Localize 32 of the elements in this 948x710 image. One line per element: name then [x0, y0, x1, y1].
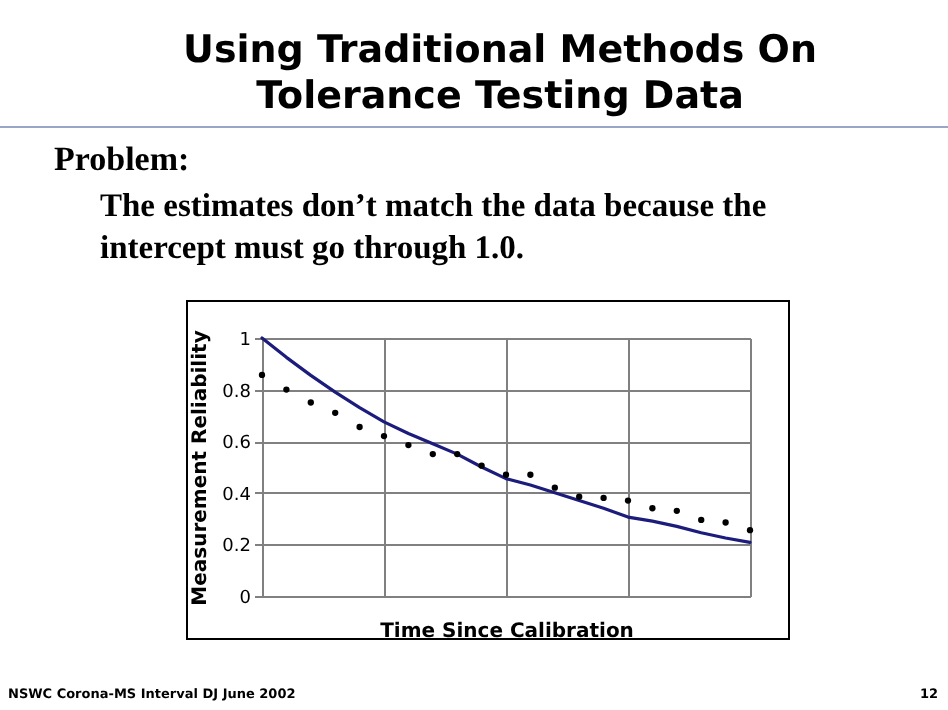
point: [283, 386, 290, 393]
point: [649, 505, 656, 512]
point: [600, 494, 607, 502]
point: [576, 493, 583, 500]
y-tick-label: 0.8: [222, 382, 252, 403]
point: [429, 450, 436, 458]
point: [698, 516, 705, 524]
chart-subtitle: Problem:: [54, 140, 190, 180]
point: [356, 423, 363, 431]
y-tick-label: 0.4: [222, 485, 252, 506]
point: [258, 371, 266, 379]
point: [527, 471, 534, 478]
point: [454, 450, 461, 458]
point: [307, 399, 314, 406]
point: [502, 471, 510, 478]
x-axis-title: Time Since Calibration: [380, 621, 634, 643]
point: [551, 484, 558, 491]
y-tick-label: 0.2: [222, 537, 251, 558]
point: [673, 507, 680, 515]
y-axis-title: Measurement Reliability: [190, 329, 213, 606]
point: [478, 462, 485, 469]
text: The estimates don’t match the data because the intercept must go through 1.0.: [100, 184, 769, 268]
y-tick-label: 0: [239, 589, 252, 609]
point: [722, 519, 729, 526]
chart-title: Using Traditional Methods On Tolerance Testing Data: [181, 28, 819, 120]
point: [380, 432, 388, 440]
y-tick-label: 1: [239, 331, 251, 351]
point: [332, 409, 339, 416]
y-tick-label: 0.6: [222, 434, 252, 455]
point: [405, 441, 412, 449]
point: [746, 527, 754, 534]
point: [624, 497, 632, 504]
